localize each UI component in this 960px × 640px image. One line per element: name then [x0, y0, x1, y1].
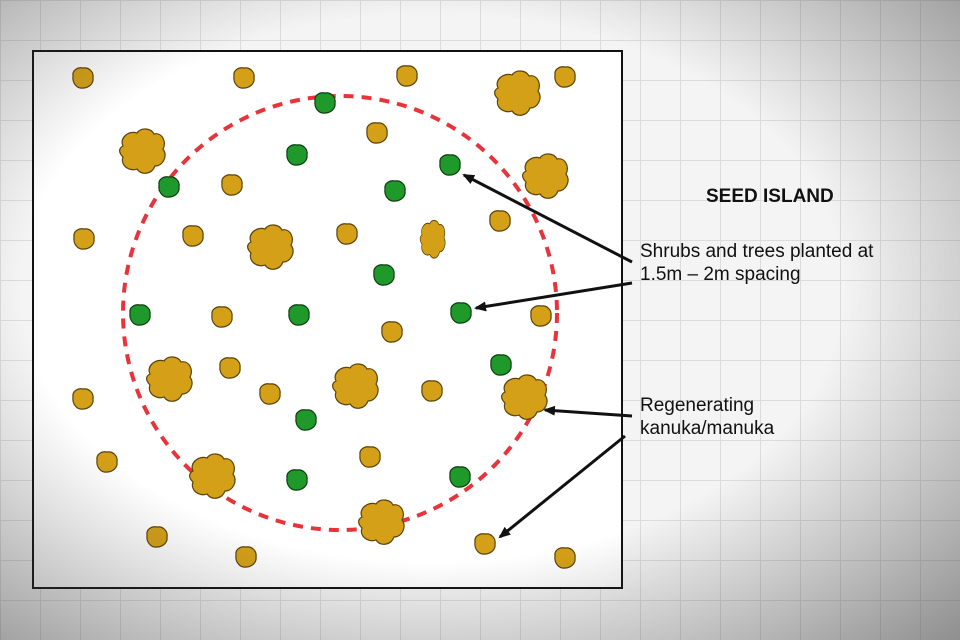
regenerating-plant [221, 174, 243, 196]
planted-shrub [158, 176, 180, 198]
planted-shrub [314, 92, 336, 114]
regenerating-plant [182, 225, 204, 247]
regenerating-plant [381, 321, 403, 343]
planted-shrub [286, 144, 308, 166]
regenerating-plant [235, 546, 257, 568]
regenerating-plant [72, 388, 94, 410]
planted-shrub [449, 466, 471, 488]
regenerating-plant [73, 228, 95, 250]
regenerating-plant [336, 223, 358, 245]
planted-shrub [373, 264, 395, 286]
regenerating-plant [421, 380, 443, 402]
regenerating-plant [530, 305, 552, 327]
planted-shrub [295, 409, 317, 431]
planted-shrub [286, 469, 308, 491]
regenerating-plant [146, 526, 168, 548]
regenerating-label: Regenerating kanuka/manuka [640, 395, 775, 439]
regenerating-plant [211, 306, 233, 328]
regenerating-plant [96, 451, 118, 473]
regenerating-plant [554, 547, 576, 569]
planted-shrub [439, 154, 461, 176]
regenerating-plant [366, 122, 388, 144]
planted-shrub [450, 302, 472, 324]
planted-shrub [129, 304, 151, 326]
regenerating-plant [219, 357, 241, 379]
regenerating-plant [233, 67, 255, 89]
planted-shrub [288, 304, 310, 326]
planted-label: Shrubs and trees planted at 1.5m – 2m sp… [640, 241, 874, 285]
regenerating-plant [554, 66, 576, 88]
regenerating-plant [396, 65, 418, 87]
regenerating-plant [259, 383, 281, 405]
diagram-title: SEED ISLAND [706, 186, 834, 207]
regenerating-plant [474, 533, 496, 555]
planted-shrub [384, 180, 406, 202]
regenerating-plant [72, 67, 94, 89]
planted-shrub [490, 354, 512, 376]
regenerating-plant [489, 210, 511, 232]
regenerating-plant [359, 446, 381, 468]
